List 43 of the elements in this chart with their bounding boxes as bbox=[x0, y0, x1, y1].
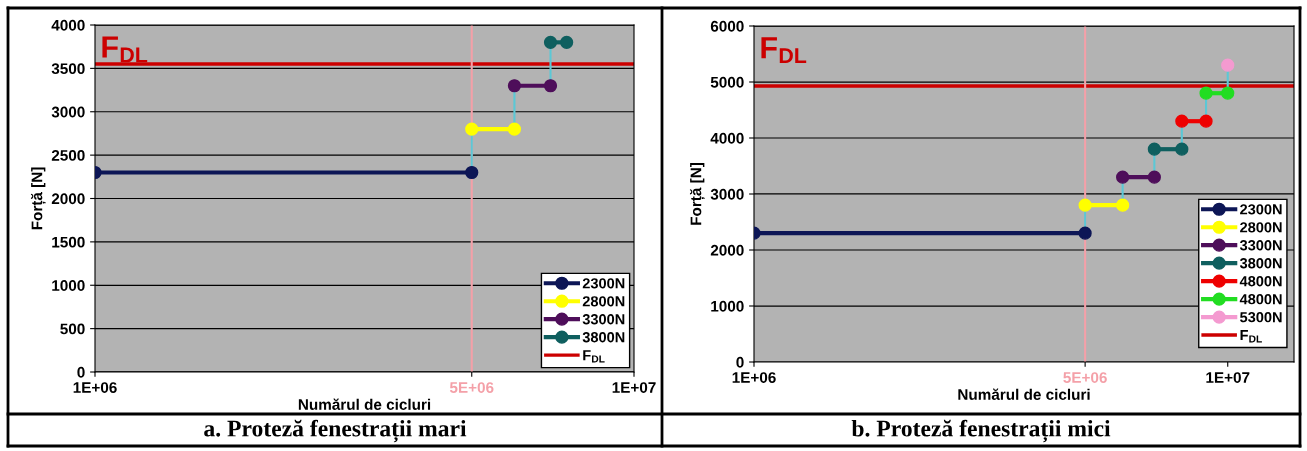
y-tick-label: 0 bbox=[77, 366, 85, 378]
y-tick-label: 2000 bbox=[51, 193, 85, 205]
legend-label: 3800N bbox=[1239, 258, 1282, 269]
y-tick-label: 2000 bbox=[710, 244, 744, 256]
text: a. Proteză fenestrații mari bbox=[204, 419, 467, 443]
legend-label: 2300N bbox=[582, 278, 625, 289]
x-tick-label: 1E+07 bbox=[612, 382, 656, 393]
y-tick-label: 1000 bbox=[52, 280, 85, 291]
legend-label: 2800N bbox=[582, 296, 625, 307]
legend-label: 5300N bbox=[1240, 311, 1282, 323]
y-tick-label: 500 bbox=[60, 323, 85, 335]
legend-label: F$_{DL}$ bbox=[583, 350, 605, 363]
x-tick-label: 1E+06 bbox=[732, 372, 776, 383]
y-tick-label: 1500 bbox=[52, 236, 85, 248]
annotation: F$_{DL}$ bbox=[761, 37, 807, 63]
legend-label: 3300N bbox=[582, 314, 625, 325]
legend-label: 4800N bbox=[1239, 276, 1282, 287]
x-tick-label: 1E+06 bbox=[73, 382, 117, 393]
y-tick-label: 3000 bbox=[51, 106, 85, 118]
annotation: F$_{DL}$ bbox=[102, 36, 148, 63]
y-axis-title: Forță [N] bbox=[30, 167, 46, 230]
x-tick-label: 5E+06 bbox=[449, 382, 494, 393]
y-axis-title: Forță [N] bbox=[689, 163, 705, 225]
legend-label: 2300N bbox=[1240, 204, 1282, 215]
y-tick-label: 4000 bbox=[51, 19, 85, 31]
x-tick-label: 5E+06 bbox=[1063, 372, 1107, 383]
legend-label: 4800N bbox=[1239, 294, 1282, 305]
y-tick-label: 4000 bbox=[710, 132, 744, 144]
legend-label: 2800N bbox=[1240, 222, 1282, 233]
x-axis-title: Numărul de cicluri bbox=[958, 388, 1090, 400]
text: b. Proteză fenestrații mici bbox=[851, 419, 1111, 443]
y-tick-label: 3500 bbox=[51, 63, 85, 75]
y-tick-label: 1000 bbox=[711, 300, 744, 312]
y-tick-label: 3000 bbox=[710, 188, 744, 200]
legend-label: 3800N bbox=[582, 332, 625, 343]
y-tick-label: 6000 bbox=[710, 20, 744, 32]
x-tick-label: 1E+07 bbox=[1206, 372, 1250, 383]
legend-label: 3300N bbox=[1239, 240, 1282, 251]
y-tick-label: 0 bbox=[736, 356, 744, 368]
x-axis-title: Numărul de cicluri bbox=[298, 398, 431, 410]
y-tick-label: 5000 bbox=[710, 76, 744, 88]
legend-label: F$_{DL}$ bbox=[1240, 330, 1262, 343]
y-tick-label: 2500 bbox=[51, 149, 85, 161]
